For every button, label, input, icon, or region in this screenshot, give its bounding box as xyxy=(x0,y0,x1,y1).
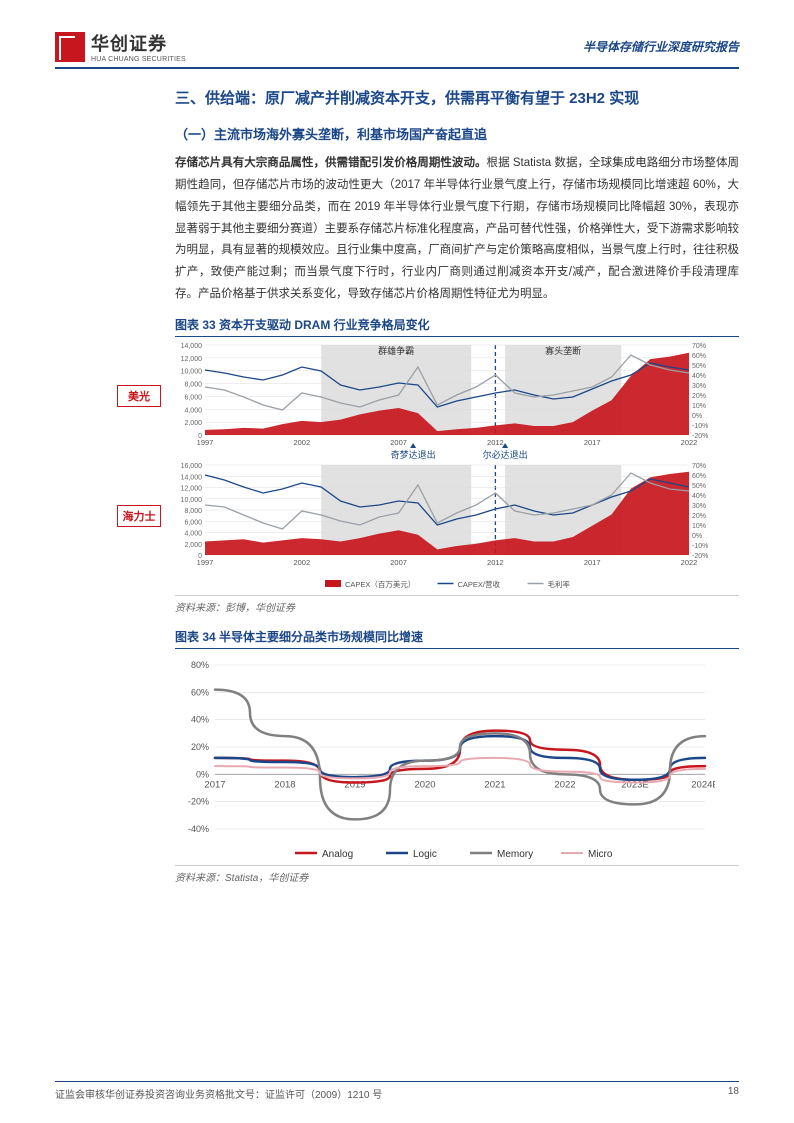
svg-text:-10%: -10% xyxy=(692,543,708,550)
svg-text:2019: 2019 xyxy=(344,779,365,790)
subsection-heading: （一）主流市场海外寡头垄断，利基市场国产奋起直追 xyxy=(175,124,739,143)
body-paragraph: 存储芯片具有大宗商品属性，供需错配引发价格周期性波动。根据 Statista 数… xyxy=(175,153,739,306)
svg-text:-20%: -20% xyxy=(188,797,209,807)
svg-text:1997: 1997 xyxy=(197,558,214,567)
logo-text-cn: 华创证券 xyxy=(91,30,186,56)
svg-text:2002: 2002 xyxy=(293,558,310,567)
svg-text:60%: 60% xyxy=(692,353,706,360)
svg-text:Memory: Memory xyxy=(497,849,533,860)
footer-left: 证监会审核华创证券投资咨询业务资格批文号：证监许可（2009）1210 号 xyxy=(55,1086,382,1101)
svg-text:2012: 2012 xyxy=(487,558,504,567)
svg-text:2002: 2002 xyxy=(293,438,310,447)
footer-page-number: 18 xyxy=(728,1086,739,1101)
svg-text:12,000: 12,000 xyxy=(181,485,203,492)
svg-text:30%: 30% xyxy=(692,383,706,390)
svg-text:2,000: 2,000 xyxy=(184,420,202,427)
svg-text:CAPEX/营收: CAPEX/营收 xyxy=(458,579,501,589)
svg-text:2022: 2022 xyxy=(681,558,698,567)
logo-text-en: HUA CHUANG SECURITIES xyxy=(91,56,186,63)
page-header: 华创证券 HUA CHUANG SECURITIES 半导体存储行业深度研究报告 xyxy=(55,30,739,69)
section-heading: 三、供给端：原厂减产并削减资本开支，供需再平衡有望于 23H2 实现 xyxy=(175,87,739,108)
svg-text:50%: 50% xyxy=(692,363,706,370)
svg-text:2007: 2007 xyxy=(390,558,407,567)
svg-text:20%: 20% xyxy=(191,742,209,752)
svg-text:奇梦达退出: 奇梦达退出 xyxy=(391,449,436,460)
svg-text:2018: 2018 xyxy=(274,779,295,790)
svg-text:30%: 30% xyxy=(692,503,706,510)
lead-bold: 存储芯片具有大宗商品属性，供需错配引发价格周期性波动。 xyxy=(175,157,487,169)
svg-text:-10%: -10% xyxy=(692,423,708,430)
page-footer: 证监会审核华创证券投资咨询业务资格批文号：证监许可（2009）1210 号 18 xyxy=(55,1081,739,1101)
svg-text:60%: 60% xyxy=(692,473,706,480)
logo: 华创证券 HUA CHUANG SECURITIES xyxy=(55,30,186,63)
svg-text:70%: 70% xyxy=(692,343,706,350)
logo-mark-icon xyxy=(55,32,85,62)
svg-text:14,000: 14,000 xyxy=(181,343,203,350)
svg-text:16,000: 16,000 xyxy=(181,463,203,470)
svg-text:20%: 20% xyxy=(692,513,706,520)
svg-text:Logic: Logic xyxy=(413,849,437,860)
svg-text:2,000: 2,000 xyxy=(184,542,202,549)
figure33-label-bottom: 海力士 xyxy=(117,505,161,527)
svg-text:50%: 50% xyxy=(692,483,706,490)
svg-text:群雄争霸: 群雄争霸 xyxy=(378,345,414,356)
svg-text:6,000: 6,000 xyxy=(184,519,202,526)
svg-text:8,000: 8,000 xyxy=(184,381,202,388)
svg-text:CAPEX（百万美元）: CAPEX（百万美元） xyxy=(345,579,415,589)
svg-text:4,000: 4,000 xyxy=(184,530,202,537)
svg-text:20%: 20% xyxy=(692,393,706,400)
svg-text:2007: 2007 xyxy=(390,438,407,447)
svg-text:2017: 2017 xyxy=(584,438,601,447)
svg-text:4,000: 4,000 xyxy=(184,407,202,414)
svg-text:10%: 10% xyxy=(692,523,706,530)
document-title: 半导体存储行业深度研究报告 xyxy=(583,38,739,55)
svg-text:40%: 40% xyxy=(191,715,209,725)
figure33-title: 图表 33 资本开支驱动 DRAM 行业竞争格局变化 xyxy=(175,316,739,337)
svg-text:12,000: 12,000 xyxy=(181,356,203,363)
svg-text:0%: 0% xyxy=(692,413,702,420)
svg-text:Analog: Analog xyxy=(322,849,353,860)
body-rest: 根据 Statista 数据，全球集成电路细分市场整体周期性趋同，但存储芯片市场… xyxy=(175,157,739,300)
svg-text:8,000: 8,000 xyxy=(184,508,202,515)
svg-text:2024E: 2024E xyxy=(691,779,715,790)
figure33-label-top: 美光 xyxy=(117,385,161,407)
svg-text:40%: 40% xyxy=(692,373,706,380)
svg-text:60%: 60% xyxy=(191,687,209,697)
svg-text:寡头垄断: 寡头垄断 xyxy=(545,345,581,356)
svg-text:10,000: 10,000 xyxy=(181,497,203,504)
svg-text:毛利率: 毛利率 xyxy=(548,579,571,589)
svg-text:2017: 2017 xyxy=(204,779,225,790)
svg-text:尔必达退出: 尔必达退出 xyxy=(483,449,528,460)
svg-text:2020: 2020 xyxy=(414,779,435,790)
svg-text:10,000: 10,000 xyxy=(181,369,203,376)
svg-text:14,000: 14,000 xyxy=(181,474,203,481)
svg-text:2012: 2012 xyxy=(487,438,504,447)
svg-text:-40%: -40% xyxy=(188,824,209,834)
svg-text:0%: 0% xyxy=(692,533,702,540)
figure34-source: 资料来源：Statista，华创证券 xyxy=(175,865,739,884)
svg-text:Micro: Micro xyxy=(588,849,613,860)
svg-text:2022: 2022 xyxy=(554,779,575,790)
svg-text:10%: 10% xyxy=(692,403,706,410)
svg-text:6,000: 6,000 xyxy=(184,394,202,401)
figure33: 美光 海力士 群雄争霸寡头垄断02,0004,0006,0008,00010,0… xyxy=(175,343,739,595)
svg-text:2022: 2022 xyxy=(681,438,698,447)
svg-text:70%: 70% xyxy=(692,463,706,470)
svg-text:1997: 1997 xyxy=(197,438,214,447)
svg-text:2021: 2021 xyxy=(484,779,505,790)
svg-text:0%: 0% xyxy=(196,769,209,779)
figure33-source: 资料来源：彭博，华创证券 xyxy=(175,595,739,614)
figure34-chart: -40% -20% 0% 20% 40% 60% 80% 2017 2018 2019 2020 20… xyxy=(175,655,739,865)
svg-text:40%: 40% xyxy=(692,493,706,500)
svg-text:2017: 2017 xyxy=(584,558,601,567)
svg-text:80%: 80% xyxy=(191,660,209,670)
figure34-title: 图表 34 半导体主要细分品类市场规模同比增速 xyxy=(175,628,739,649)
